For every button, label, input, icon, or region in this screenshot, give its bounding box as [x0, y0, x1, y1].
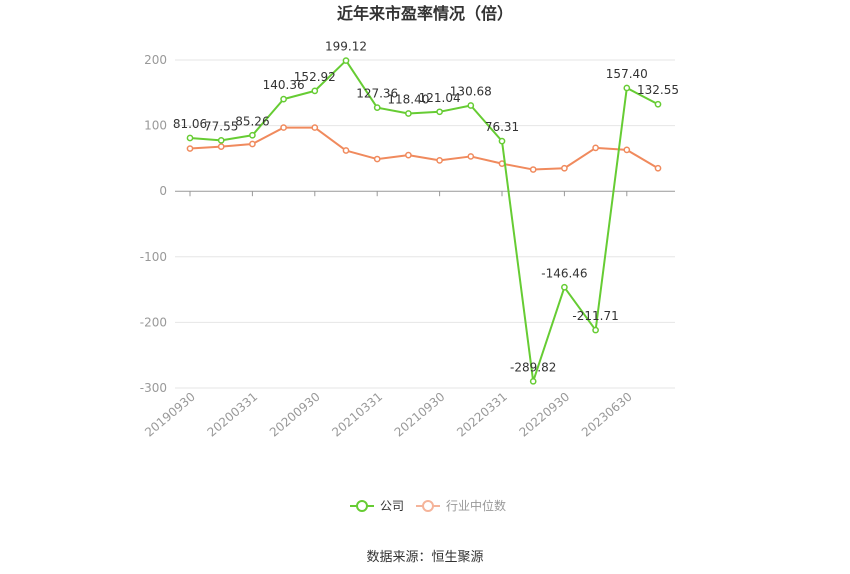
company-data-label: 199.12 [325, 40, 367, 54]
industry-median-point [186, 145, 194, 152]
industry-median-point [529, 166, 537, 173]
data-labels: 81.0677.5585.26140.36152.92199.12127.361… [173, 40, 679, 375]
source-note: 数据来源：恒生聚源 [366, 550, 483, 565]
y-tick-label: -200 [140, 315, 167, 329]
company-data-label: 132.55 [637, 83, 679, 97]
company-data-label: 157.40 [606, 67, 648, 81]
x-tick-label: 20190930 [142, 390, 198, 440]
company-point [373, 104, 381, 112]
legend-label: 公司 [380, 499, 404, 513]
company-point [529, 377, 537, 385]
y-axis: 200 100 0 -100 -200 -300 [140, 53, 167, 395]
company-point [311, 87, 319, 95]
company-data-label: 152.92 [294, 70, 336, 84]
company-data-label: -289.82 [510, 360, 556, 374]
company-point [405, 110, 412, 117]
company-data-label: -211.71 [572, 309, 618, 323]
industry-median-point [654, 164, 662, 172]
y-tick-label: -300 [140, 381, 167, 395]
company-point [623, 84, 631, 92]
x-tick-label: 20210930 [392, 390, 448, 440]
company-data-label: 140.36 [263, 78, 305, 92]
company-data-label: -146.46 [541, 266, 587, 280]
industry-median-point [561, 164, 568, 172]
company-data-label: 118.40 [387, 93, 429, 107]
legend-marker [422, 500, 434, 512]
industry-median-point [342, 147, 350, 154]
company-data-label: 130.68 [450, 84, 492, 98]
company-data-label: 81.06 [173, 117, 207, 131]
company-point [217, 136, 225, 144]
company-point [186, 134, 194, 142]
company-line [189, 59, 659, 383]
industry-median-point [623, 146, 631, 154]
y-tick-label: 100 [144, 119, 167, 133]
industry-median-point [249, 140, 256, 148]
y-tick-label: -100 [140, 250, 167, 264]
industry-median-point [436, 157, 443, 164]
company-point [561, 283, 568, 291]
company-point [342, 57, 350, 64]
company-point [654, 100, 662, 108]
x-axis: 20190930 20200331 20200930 20210331 20210930… [142, 191, 635, 440]
company-point [592, 326, 599, 334]
x-tick-label: 20200331 [205, 390, 261, 440]
company-point [498, 137, 506, 145]
series-layer [186, 57, 662, 385]
company-data-label: 127.36 [356, 87, 398, 101]
y-tick-label: 200 [144, 53, 167, 67]
industry-median-point [467, 153, 475, 160]
company-data-label: 77.55 [204, 119, 238, 133]
industry-median-point [217, 143, 225, 150]
industry-median-line [189, 126, 659, 171]
x-tick-label: 20220331 [454, 390, 510, 440]
y-tick-label: 0 [159, 184, 167, 198]
company-point [467, 102, 475, 109]
chart-title: 近年来市盈率情况（倍） [337, 4, 513, 23]
industry-median-point [280, 124, 287, 131]
legend-marker [356, 500, 368, 512]
company-point [249, 131, 256, 139]
legend: 公司 行业中位数 [350, 498, 506, 513]
grid-lines [175, 59, 675, 389]
industry-median-point [405, 151, 412, 159]
industry-median-point [311, 124, 319, 131]
industry-median-point [592, 144, 599, 152]
x-tick-label: 20210331 [329, 390, 385, 440]
industry-median-point [373, 155, 381, 163]
x-tick-label: 20230630 [579, 390, 635, 440]
company-data-label: 85.26 [235, 114, 269, 128]
company-point [436, 108, 443, 116]
company-point [280, 95, 287, 103]
company-data-label: 76.31 [485, 120, 519, 134]
x-tick-label: 20200930 [267, 390, 323, 440]
legend-label: 行业中位数 [446, 498, 506, 513]
x-tick-label: 20220930 [517, 390, 573, 440]
company-data-label: 121.04 [419, 91, 461, 105]
